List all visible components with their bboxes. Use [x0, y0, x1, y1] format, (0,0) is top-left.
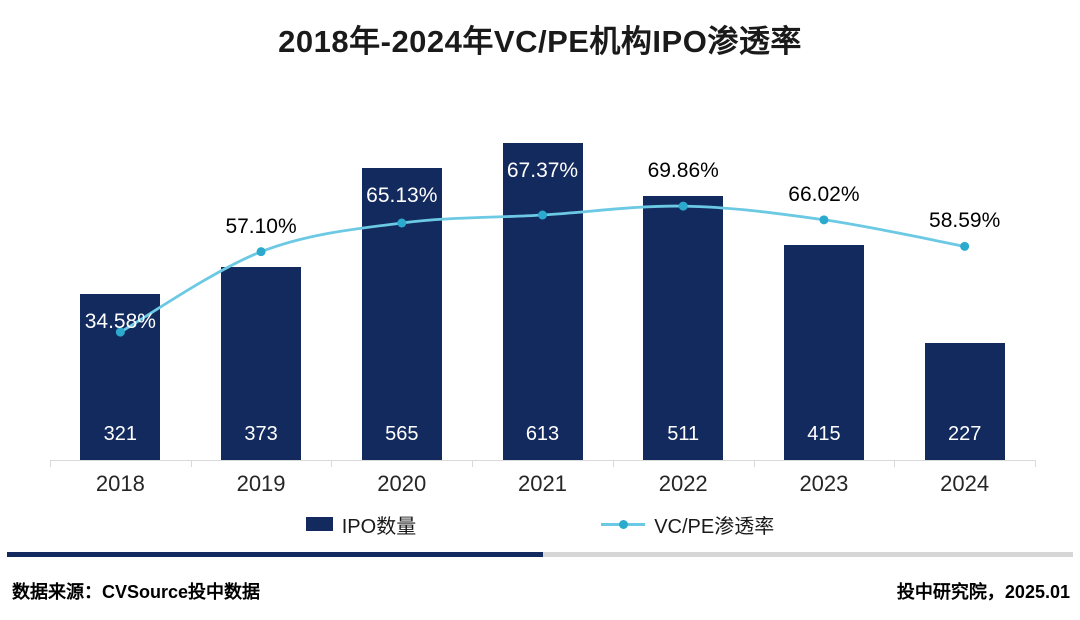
percent-label: 34.58% [84, 310, 156, 333]
bar-value-label: 415 [807, 423, 841, 445]
footer-divider-gray [543, 552, 1073, 557]
line-swatch-icon [601, 517, 646, 531]
bar [361, 168, 442, 460]
x-axis-tick [753, 460, 755, 467]
x-axis-label: 2020 [377, 471, 427, 496]
footer-divider-navy [7, 552, 543, 557]
x-axis-tick [894, 460, 896, 467]
x-axis-label: 2019 [236, 471, 286, 496]
legend: IPO数量 VC/PE渗透率 [0, 510, 1080, 538]
x-axis-label: 2022 [658, 471, 708, 496]
x-axis-tick [50, 460, 51, 467]
line-point-marker [960, 241, 970, 251]
bar-value-label: 565 [385, 423, 419, 445]
percent-label: 57.10% [225, 214, 297, 238]
bar-value-label: 511 [667, 423, 700, 445]
bar-value-label: 373 [244, 423, 278, 445]
bar-value-label: 613 [525, 423, 560, 445]
plot-area: 321 2018 373 2019 565 2020 613 2021 511 2022 415 20… [50, 143, 1036, 496]
chart-title: 2018年-2024年VC/PE机构IPO渗透率 [278, 24, 802, 59]
percent-label: 69.86% [647, 159, 719, 182]
percent-label: 65.13% [366, 184, 438, 207]
bar-value-label: 321 [103, 423, 138, 445]
bar [502, 143, 583, 460]
credit-text: 投中研究院，2025.01 [896, 582, 1070, 602]
bar [643, 196, 724, 460]
line-swatch-dot [618, 519, 628, 529]
legend-item-ipo-count: IPO数量 [305, 510, 417, 539]
legend-item-penetration-rate: VC/PE渗透率 [601, 510, 774, 539]
x-axis-tick [612, 460, 614, 467]
legend-label-line: VC/PE渗透率 [654, 515, 775, 538]
x-axis-label: 2023 [799, 471, 849, 496]
x-axis-line [50, 460, 1035, 461]
x-axis-tick [472, 460, 474, 467]
x-axis-label: 2024 [940, 471, 990, 496]
line-point-marker [819, 215, 829, 225]
x-axis-label: 2021 [518, 471, 567, 496]
x-axis-tick [1035, 460, 1036, 467]
legend-label-bar: IPO数量 [341, 515, 417, 538]
x-axis-label: 2018 [95, 471, 145, 496]
x-axis-tick [190, 460, 192, 467]
bar [924, 343, 1005, 460]
x-axis-tick [331, 460, 333, 467]
bar-swatch-icon [305, 517, 333, 531]
percent-label: 66.02% [788, 182, 860, 206]
data-source-text: 数据来源：CVSource投中数据 [12, 582, 261, 602]
bar-value-label: 227 [947, 423, 982, 445]
percent-label: 67.37% [506, 159, 579, 182]
line-point-marker [256, 247, 266, 257]
percent-label: 58.59% [929, 209, 1001, 233]
